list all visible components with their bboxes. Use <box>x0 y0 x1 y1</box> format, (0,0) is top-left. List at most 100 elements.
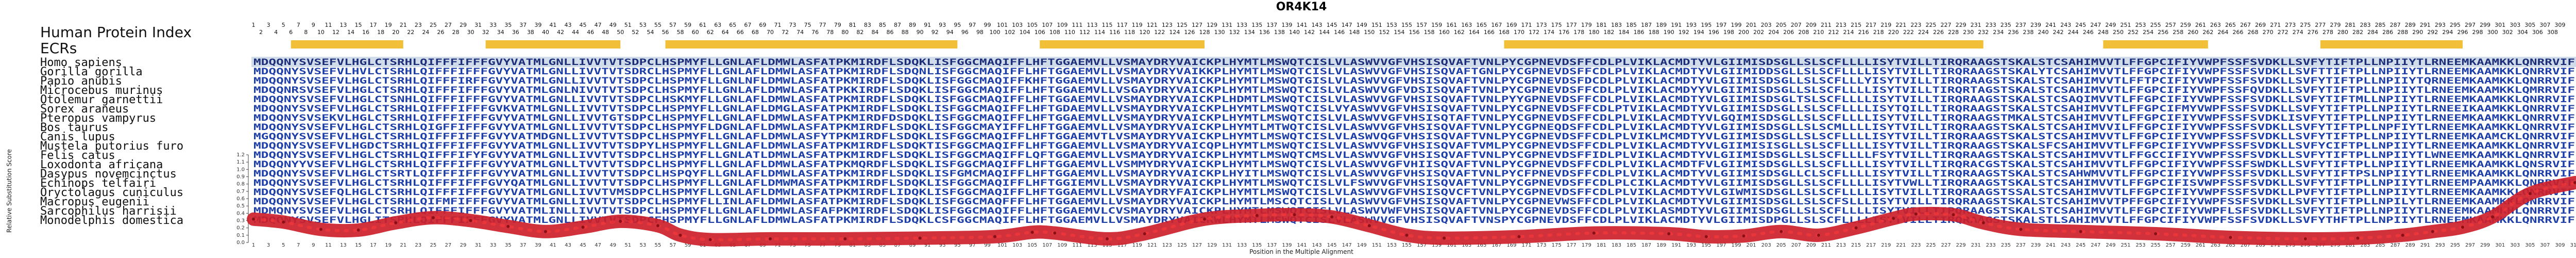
x-tick-label: 305 <box>2525 243 2535 248</box>
human-index-number: 309 <box>2554 22 2565 28</box>
human-index-number: 135 <box>1251 22 1262 28</box>
x-tick-label: 19 <box>385 243 392 248</box>
human-index-number: 9 <box>312 22 315 28</box>
human-index-number: 98 <box>976 29 984 36</box>
species-label: Mustela putorius furo <box>40 140 183 153</box>
score-point <box>2229 236 2232 239</box>
x-tick-label: 163 <box>1462 243 1471 248</box>
human-index-number: 283 <box>2360 22 2371 28</box>
species-label: Gorilla gorilla <box>40 66 143 78</box>
human-index-number: 62 <box>707 29 714 36</box>
x-tick-label: 219 <box>1881 243 1891 248</box>
x-tick-label: 251 <box>2121 243 2130 248</box>
y-tick-label: 0.2 <box>236 225 245 231</box>
human-index-number: 6 <box>289 29 293 36</box>
human-index-number: 258 <box>2173 29 2183 36</box>
sequence-row: MDQQNYSVSEFVLHGDCTSRHLQIFFFIFFFGVYVATMLG… <box>253 141 2575 151</box>
sequence-row: MDQQNYSVSEKVLHGLCTSRHLQIFFFIFFFGVYVATMLG… <box>253 113 2575 123</box>
sequence-row: MDMQNYSVSEFVLHGLCTSRHLQIFFFIFFFGVYVATMLI… <box>253 206 2575 216</box>
human-index-number: 15 <box>354 22 362 28</box>
x-tick-label: 11 <box>325 243 332 248</box>
x-tick-label: 123 <box>1162 243 1172 248</box>
x-tick-label: 177 <box>1567 243 1577 248</box>
x-tick-label: 193 <box>1686 243 1696 248</box>
human-index-number: 252 <box>2128 29 2139 36</box>
human-index-number: 296 <box>2457 29 2468 36</box>
species-label: Papio anubis <box>40 75 122 88</box>
x-tick-label: 97 <box>969 243 976 248</box>
x-tick-label: 253 <box>2136 243 2145 248</box>
x-tick-label: 291 <box>2420 243 2430 248</box>
x-tick-label: 107 <box>1042 243 1052 248</box>
x-tick-label: 33 <box>490 243 497 248</box>
human-index-number: 242 <box>2053 29 2064 36</box>
human-index-number: 221 <box>1895 22 1906 28</box>
human-index-number: 31 <box>474 22 482 28</box>
score-point <box>2573 181 2576 184</box>
x-tick-label: 125 <box>1177 243 1187 248</box>
human-index-number: 105 <box>1027 22 1038 28</box>
human-index-number: 197 <box>1716 22 1726 28</box>
x-tick-label: 53 <box>639 243 646 248</box>
score-point <box>656 224 659 228</box>
human-index-number: 23 <box>415 22 422 28</box>
species-label: Otolemur garnettii <box>40 93 163 106</box>
species-label: Oryctolagus cuniculus <box>40 186 183 199</box>
human-index-number: 202 <box>1753 29 1764 36</box>
x-tick-label: 15 <box>355 243 362 248</box>
human-index-number: 111 <box>1072 22 1082 28</box>
human-index-number: 203 <box>1761 22 1772 28</box>
species-label: Sarcophilus harrisii <box>40 205 177 218</box>
human-index-number: 173 <box>1536 22 1547 28</box>
human-index-number: 187 <box>1641 22 1652 28</box>
human-index-number: 65 <box>729 22 736 28</box>
human-index-number: 298 <box>2472 29 2483 36</box>
human-index-number: 207 <box>1791 22 1802 28</box>
sequence-row: MDQQNYSVSEFQLHGLCTSRHLQIFFFIFFFGVYVATMLG… <box>253 187 2575 198</box>
human-index-number: 257 <box>2165 22 2176 28</box>
score-point <box>2079 230 2082 233</box>
x-tick-label: 89 <box>909 243 916 248</box>
human-index-number: 40 <box>542 29 549 36</box>
human-index-number: 54 <box>647 29 654 36</box>
human-index-number: 50 <box>617 29 624 36</box>
x-tick-label: 139 <box>1282 243 1292 248</box>
human-index-number: 160 <box>1439 29 1450 36</box>
score-point <box>1143 232 1146 235</box>
human-index-number: 129 <box>1207 22 1217 28</box>
human-index-number: 144 <box>1319 29 1330 36</box>
human-index-number: 133 <box>1236 22 1247 28</box>
human-index-number: 91 <box>924 22 931 28</box>
human-index-number: 164 <box>1469 29 1480 36</box>
x-tick-label: 167 <box>1492 243 1501 248</box>
x-tick-label: 91 <box>924 243 931 248</box>
x-tick-label: 257 <box>2166 243 2176 248</box>
human-index-number: 136 <box>1259 29 1270 36</box>
x-tick-label: 297 <box>2465 243 2475 248</box>
human-index-number: 147 <box>1342 22 1352 28</box>
human-index-number: 291 <box>2420 22 2431 28</box>
human-index-number: 230 <box>1963 29 1974 36</box>
x-tick-label: 133 <box>1237 243 1247 248</box>
human-index-number: 100 <box>990 29 1001 36</box>
species-label: Loxodonta africana <box>40 158 163 171</box>
human-index-number: 66 <box>737 29 744 36</box>
x-tick-label: 103 <box>1012 243 1022 248</box>
x-tick-label: 211 <box>1821 243 1831 248</box>
human-index-number: 159 <box>1431 22 1442 28</box>
human-index-number: 106 <box>1035 29 1045 36</box>
human-index-number: 184 <box>1618 29 1629 36</box>
human-index-number: 276 <box>2308 29 2318 36</box>
x-tick-label: 187 <box>1641 243 1651 248</box>
x-tick-label: 209 <box>1806 243 1816 248</box>
score-point <box>1952 213 1955 217</box>
human-index-number: 19 <box>385 22 392 28</box>
human-index-number: 306 <box>2532 29 2543 36</box>
human-index-number: 3 <box>267 22 270 28</box>
x-tick-label: 5 <box>282 243 285 248</box>
x-tick-label: 289 <box>2405 243 2415 248</box>
human-index-number: 51 <box>624 22 632 28</box>
human-index-number: 132 <box>1229 29 1240 36</box>
x-tick-label: 157 <box>1417 243 1427 248</box>
human-index-number: 78 <box>826 29 834 36</box>
